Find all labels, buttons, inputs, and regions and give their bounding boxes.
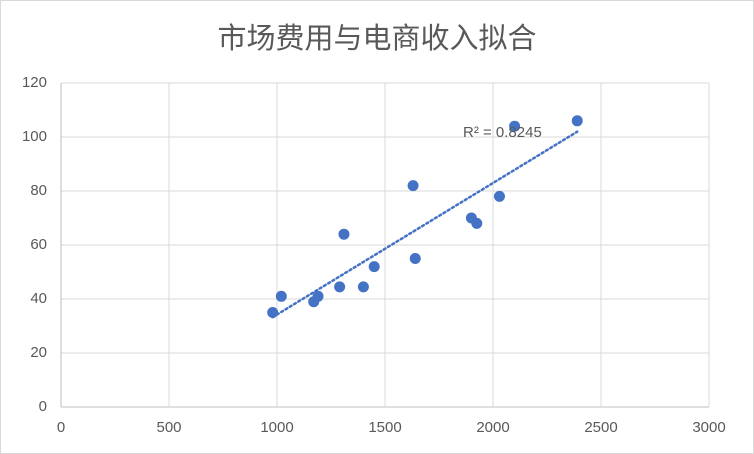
data-point [312,290,324,302]
y-tick-label: 60 [30,236,47,253]
data-points [267,115,583,318]
data-point [493,190,505,202]
data-point [338,228,350,240]
data-point [571,115,583,127]
x-tick-label: 0 [57,419,65,436]
x-tick-label: 3000 [692,419,725,436]
data-point [368,261,380,273]
gridlines [60,82,710,408]
y-axis-tick-labels: 0 20 40 60 80 100 120 [22,74,47,415]
data-point [357,281,369,293]
data-point [267,307,279,318]
trendline [271,130,579,319]
x-tick-label: 1500 [368,419,401,436]
y-tick-label: 100 [22,128,47,145]
y-tick-label: 120 [22,74,47,91]
data-point [275,290,287,302]
y-tick-label: 40 [30,290,47,307]
data-point [509,120,521,132]
chart-title: 市场费用与电商收入拟合 [217,21,536,55]
y-tick-label: 80 [30,182,47,199]
data-point [409,253,421,264]
r-squared-label: R² = 0.8245 [463,124,542,141]
y-tick-label: 0 [39,398,47,415]
x-tick-label: 1000 [260,419,293,436]
data-point [334,281,346,293]
data-point [471,217,483,229]
x-tick-label: 2000 [476,419,509,436]
x-tick-label: 500 [156,419,181,436]
x-tick-label: 2500 [584,419,617,436]
data-point [407,180,419,192]
y-tick-label: 20 [30,344,47,361]
trendline-group [271,130,579,319]
x-axis-tick-labels: 0 500 1000 1500 2000 2500 3000 [57,419,726,436]
